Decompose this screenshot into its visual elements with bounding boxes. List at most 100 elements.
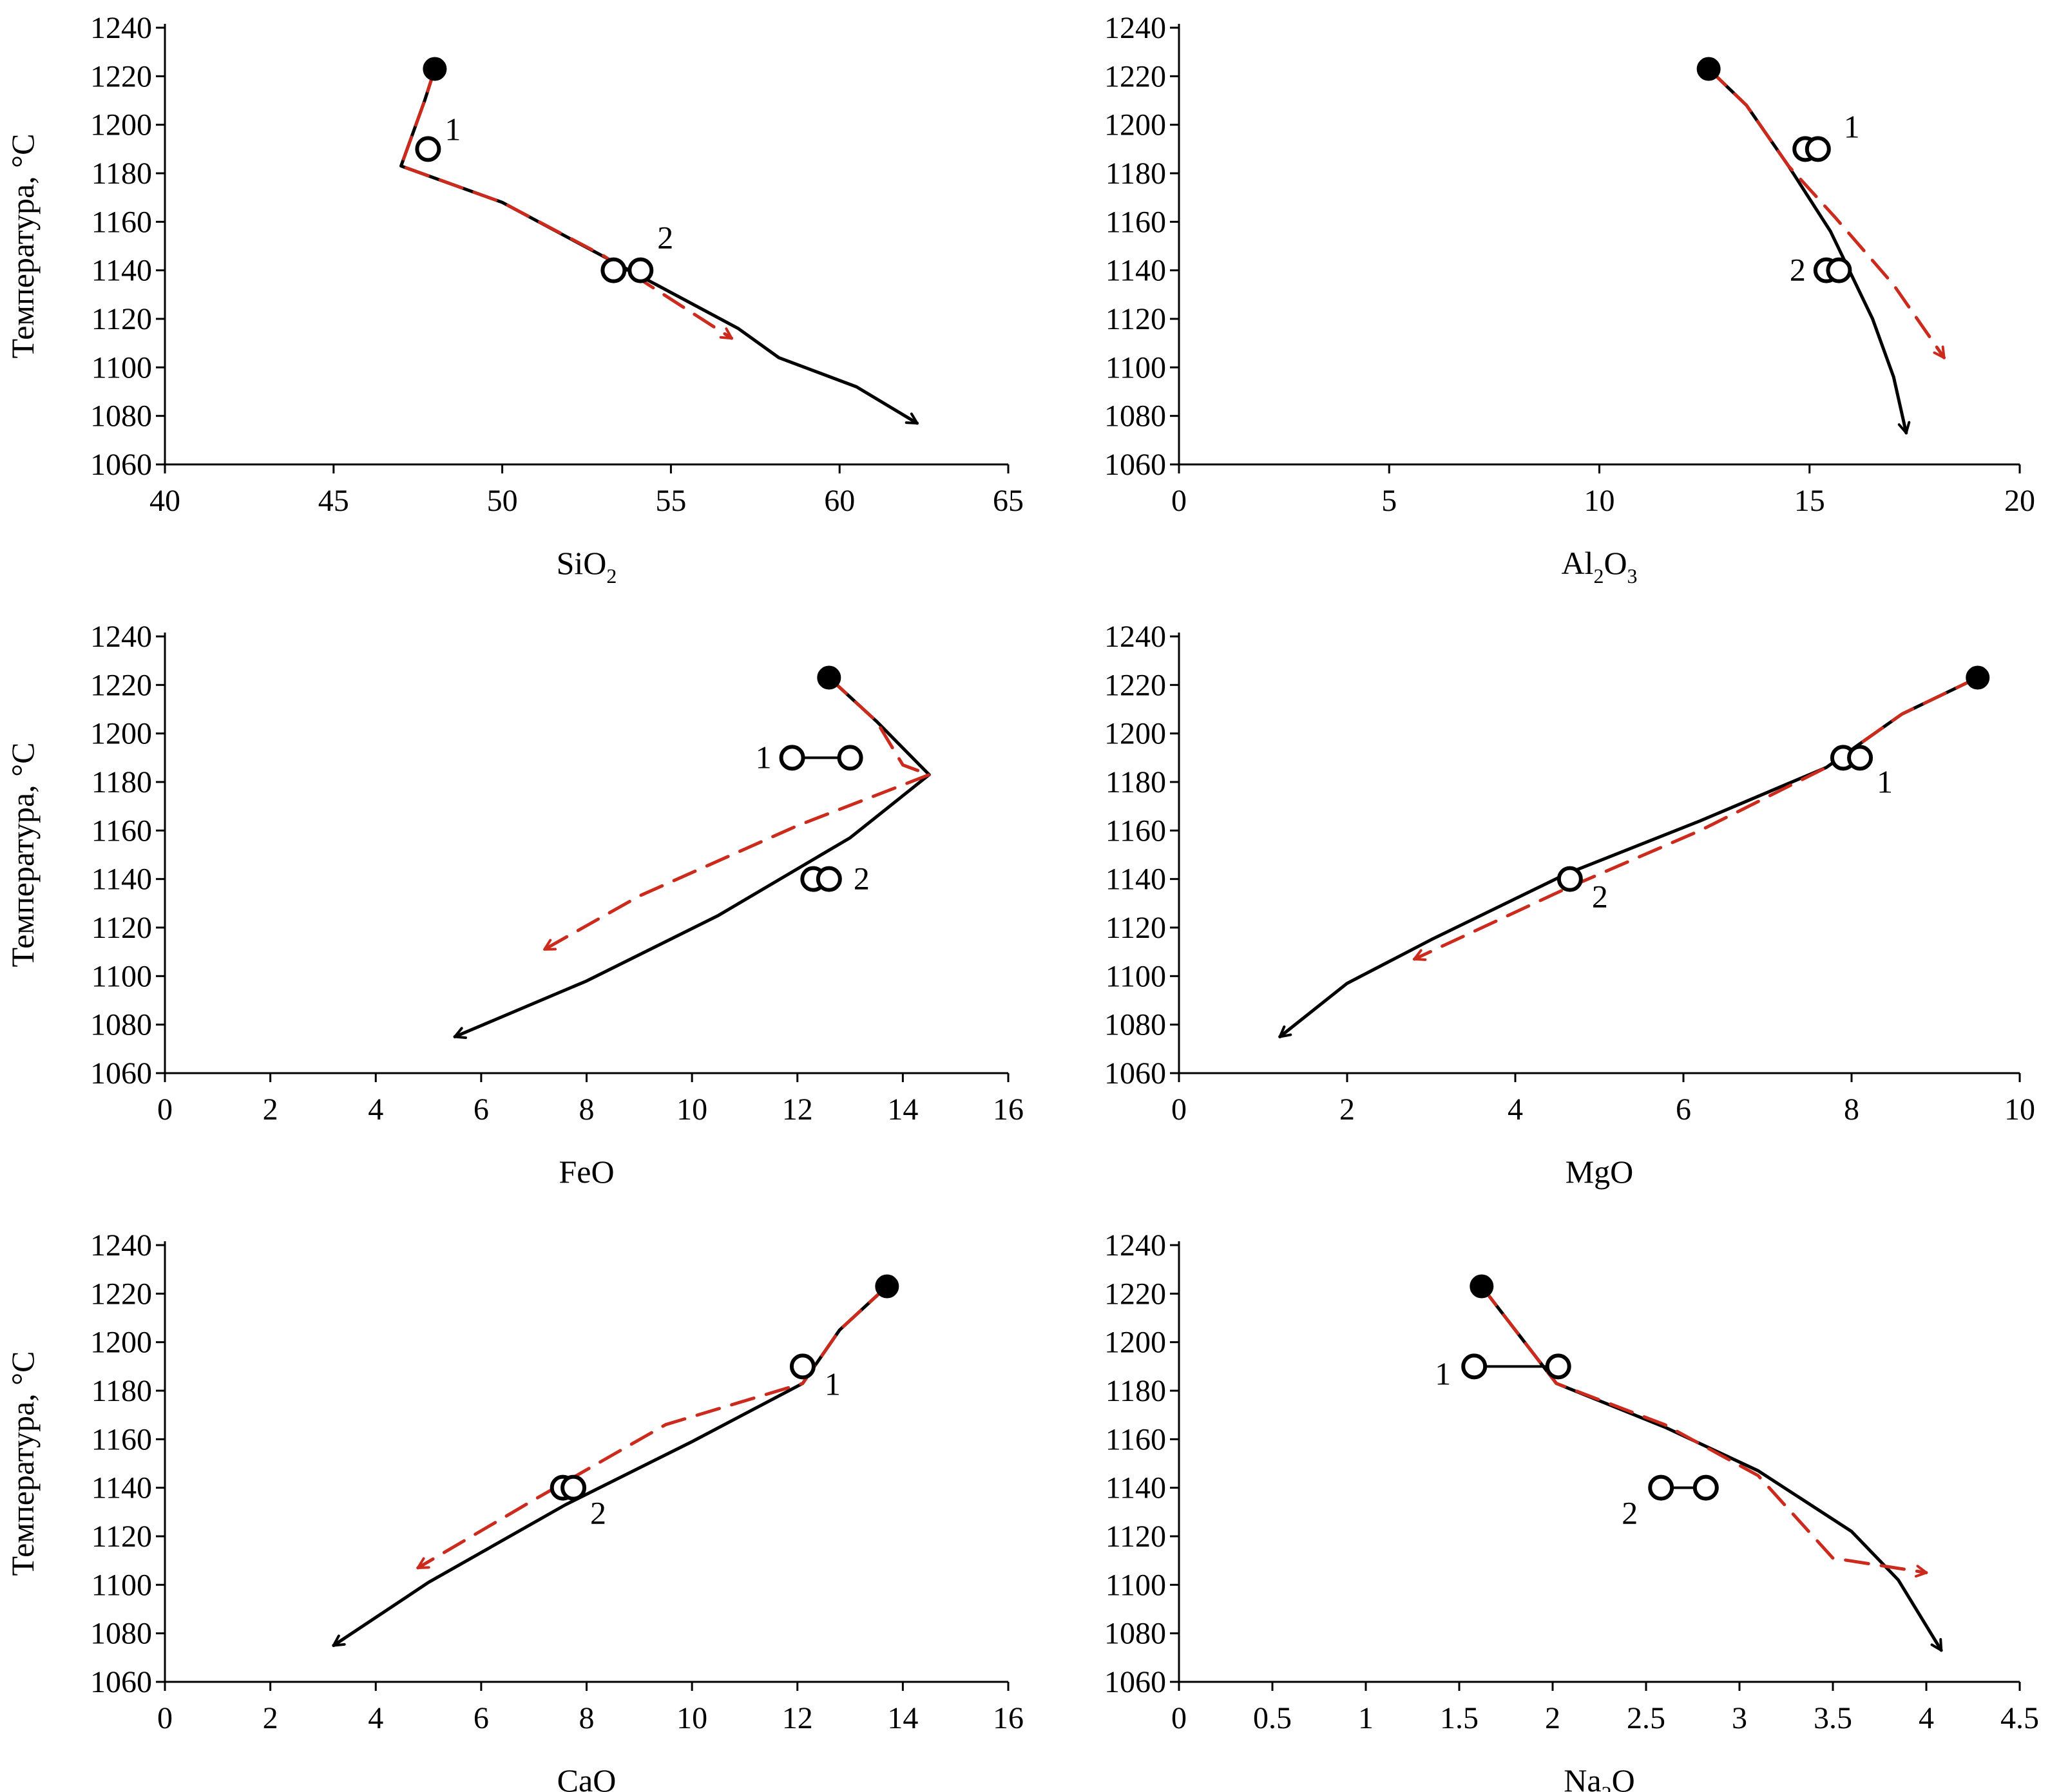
y-tick-label: 1080	[1104, 1617, 1166, 1651]
solid-black-series	[1278, 676, 1980, 1038]
start-point-marker	[1966, 665, 1990, 690]
x-tick-label: 0	[1171, 1092, 1187, 1127]
y-tick-label: 1080	[1104, 1008, 1166, 1042]
x-tick-label: 4	[368, 1701, 383, 1735]
x-tick-label: 20	[2004, 484, 2035, 518]
dashed-red-series	[542, 676, 931, 951]
y-tick-label: 1180	[91, 157, 152, 191]
dashed-red-series	[1707, 67, 1946, 359]
dashed-red-series	[416, 1284, 889, 1570]
observed-point-marker	[1461, 1353, 1488, 1380]
x-tick-label: 10	[676, 1701, 707, 1735]
y-tick-label: 1180	[1106, 1374, 1166, 1408]
y-tick-label: 1160	[1106, 1422, 1166, 1456]
x-tick-label: 0	[1171, 1701, 1187, 1735]
x-axis-label: MgO	[1566, 1154, 1634, 1190]
observed-label: 2	[1790, 252, 1806, 288]
dashed-red-series	[1412, 676, 1980, 961]
x-tick-label: 45	[318, 484, 349, 518]
observed-point-marker	[627, 257, 654, 283]
x-tick-label: 14	[887, 1701, 918, 1735]
observed-point-marker	[600, 257, 627, 283]
observed-point-marker	[415, 136, 441, 162]
solid-black-series	[1480, 1284, 1943, 1652]
y-tick-label: 1100	[91, 1568, 152, 1602]
observed-label: 2	[1592, 879, 1608, 915]
y-tick-label: 1200	[90, 1326, 152, 1360]
y-tick-label: 1060	[1104, 1056, 1166, 1091]
y-tick-label: 1180	[91, 765, 152, 799]
x-tick-label: 55	[655, 484, 686, 518]
x-tick-label: 4.5	[2000, 1701, 2039, 1735]
y-tick-label: 1100	[1106, 959, 1166, 993]
dashed-red-series	[399, 67, 734, 340]
x-axis-label: CaO	[557, 1762, 617, 1792]
x-tick-label: 16	[993, 1092, 1024, 1127]
x-tick-label: 4	[1508, 1092, 1523, 1127]
observed-label: 1	[825, 1366, 841, 1402]
observed-label: 1	[1877, 763, 1893, 799]
y-tick-label: 1080	[90, 1617, 152, 1651]
observed-label: 1	[1435, 1355, 1451, 1391]
y-tick-label: 1220	[90, 1277, 152, 1311]
y-tick-label: 1240	[1104, 11, 1166, 45]
y-axis-label: Температура, °C	[5, 133, 41, 358]
y-tick-label: 1140	[1106, 254, 1166, 288]
x-axis-label: SiO2	[557, 545, 617, 587]
x-tick-label: 1.5	[1440, 1701, 1479, 1735]
dashed-red-series	[1480, 1284, 1928, 1578]
x-axis-label: Al2O3	[1561, 545, 1637, 587]
start-point-marker	[423, 57, 447, 81]
observed-point-marker	[1648, 1474, 1674, 1501]
y-tick-label: 1140	[1106, 1471, 1166, 1505]
y-tick-label: 1060	[90, 1056, 152, 1091]
y-tick-label: 1120	[91, 911, 152, 945]
y-tick-label: 1240	[90, 1228, 152, 1263]
x-tick-label: 2	[1545, 1701, 1560, 1735]
y-tick-label: 1160	[1106, 205, 1166, 239]
y-tick-label: 1220	[90, 668, 152, 702]
x-tick-label: 2	[263, 1092, 278, 1127]
y-axis-label: Температура, °C	[5, 1351, 41, 1576]
y-tick-label: 1120	[1106, 1520, 1166, 1554]
x-axis-label: Na2O	[1564, 1762, 1634, 1792]
x-tick-label: 2	[263, 1701, 278, 1735]
chart-panel-2: 1060108011001120114011601180120012201240…	[1104, 11, 2035, 587]
x-tick-label: 4	[368, 1092, 383, 1127]
y-tick-label: 1100	[91, 959, 152, 993]
observed-point-marker	[779, 745, 805, 771]
observed-point-marker	[1805, 136, 1831, 162]
x-tick-label: 3.5	[1814, 1701, 1852, 1735]
y-tick-label: 1100	[1106, 350, 1166, 385]
x-tick-label: 4	[1919, 1701, 1934, 1735]
observed-label: 2	[854, 861, 870, 897]
x-tick-label: 6	[1676, 1092, 1691, 1127]
x-tick-label: 12	[782, 1092, 813, 1127]
y-tick-label: 1240	[1104, 1228, 1166, 1263]
x-tick-label: 8	[1844, 1092, 1859, 1127]
y-tick-label: 1100	[1106, 1568, 1166, 1602]
y-tick-label: 1140	[91, 863, 152, 897]
observed-point-marker	[560, 1474, 587, 1501]
y-tick-label: 1120	[91, 1520, 152, 1554]
y-tick-label: 1220	[1104, 59, 1166, 93]
y-tick-label: 1160	[91, 1422, 152, 1456]
y-tick-label: 1160	[91, 205, 152, 239]
x-tick-label: 3	[1732, 1701, 1747, 1735]
x-tick-label: 10	[1584, 484, 1615, 518]
y-tick-label: 1080	[1104, 399, 1166, 434]
observed-point-marker	[1847, 745, 1873, 771]
y-tick-label: 1220	[1104, 1277, 1166, 1311]
start-point-marker	[875, 1274, 899, 1299]
observed-label: 1	[1844, 108, 1860, 144]
y-tick-label: 1140	[91, 1471, 152, 1505]
y-tick-label: 1060	[90, 1665, 152, 1699]
y-tick-label: 1120	[91, 302, 152, 336]
observed-label: 2	[590, 1495, 606, 1531]
observed-point-marker	[816, 866, 842, 892]
x-tick-label: 50	[487, 484, 518, 518]
solid-black-series	[1707, 67, 1911, 435]
start-point-marker	[1470, 1274, 1494, 1299]
x-tick-label: 2	[1339, 1092, 1355, 1127]
chart-panel-6: 1060108011001120114011601180120012201240…	[1104, 1228, 2039, 1792]
